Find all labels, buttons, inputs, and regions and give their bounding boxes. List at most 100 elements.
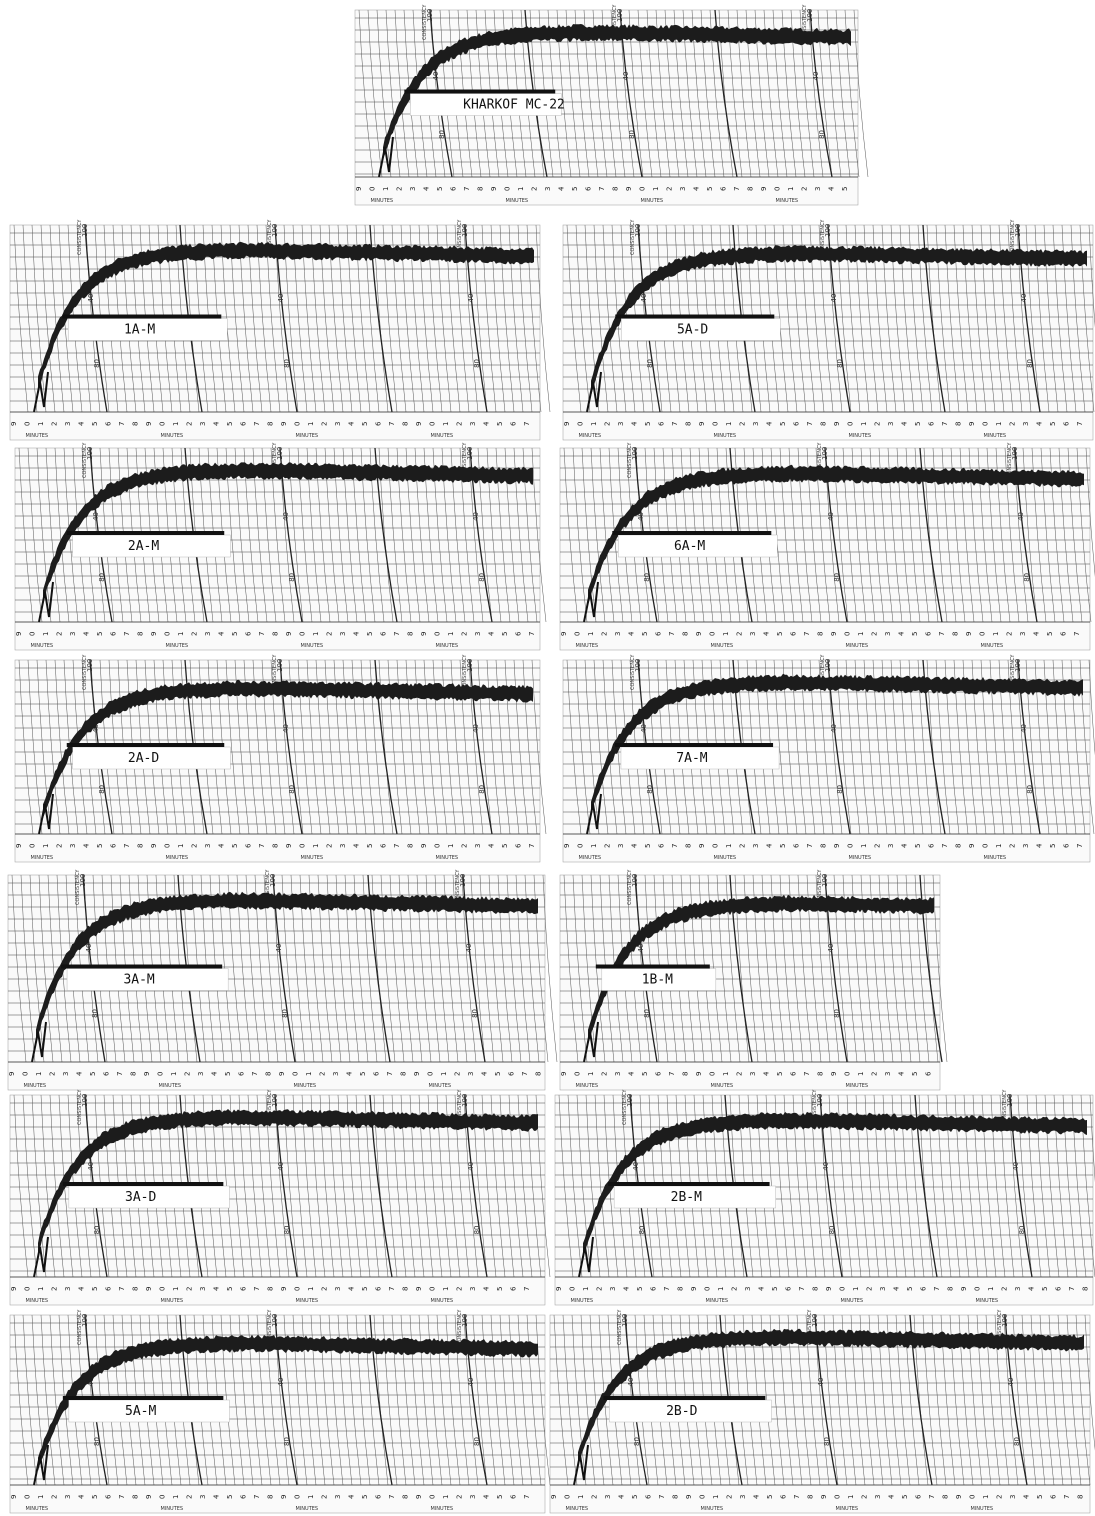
minute-digit: 6 — [1063, 843, 1071, 848]
paper-arc — [575, 224, 591, 413]
minute-digit: 7 — [386, 1072, 394, 1076]
scale-mark: 100 — [81, 224, 89, 237]
minute-digit: 2 — [51, 422, 59, 426]
minute-digit: 9 — [150, 844, 158, 848]
sample-label: 3A-D — [125, 1190, 156, 1205]
paper-arc — [567, 1094, 583, 1278]
minute-digit: 0 — [159, 422, 167, 426]
minute-digit: 5 — [231, 632, 239, 636]
paper-arc — [531, 447, 547, 623]
curve-start — [586, 371, 602, 413]
minute-digit: 1 — [307, 1287, 315, 1291]
minute-digit: 6 — [510, 421, 518, 426]
scale-mark: 100 — [1014, 659, 1022, 672]
consistency-label: CONSISTENCY — [807, 1309, 813, 1345]
paper-arc — [31, 224, 47, 413]
scale-mark: 80 — [646, 359, 654, 368]
scale-mark: 40 — [830, 724, 838, 733]
minute-digit: 4 — [1036, 843, 1044, 848]
paper-arc — [923, 874, 939, 1063]
consistency-label: CONSISTENCY — [267, 1309, 273, 1345]
minute-digit: 7 — [258, 844, 266, 848]
minute-digit: 1 — [582, 1287, 590, 1291]
scale-mark: 80 — [93, 1225, 101, 1234]
paper-arc — [38, 874, 54, 1063]
minute-digit: 8 — [130, 1072, 138, 1076]
minute-digit: 7 — [388, 1495, 396, 1499]
paper-arc — [54, 659, 70, 835]
consistency-label: CONSISTENCY — [267, 219, 273, 255]
paper-arc — [526, 1314, 542, 1486]
minute-digit: 0 — [834, 1495, 842, 1499]
minute-digit: 8 — [612, 187, 620, 191]
minute-digit: 0 — [699, 1495, 707, 1499]
consistency-label: CONSISTENCY — [812, 1089, 818, 1125]
scale-mark: 80 — [633, 1437, 641, 1446]
minute-digit: 1 — [987, 1287, 995, 1291]
minute-digit: 1 — [172, 1495, 180, 1499]
minute-digit: 1 — [307, 422, 315, 426]
minute-digit: 4 — [763, 631, 771, 636]
paper-arc — [927, 1094, 943, 1278]
scale-mark: 100 — [824, 659, 832, 672]
minute-digit: 0 — [982, 422, 990, 426]
paper-arc — [959, 447, 975, 623]
consistency-label: CONSISTENCY — [462, 654, 468, 690]
minute-digit: 9 — [10, 1287, 18, 1291]
minute-digit: 4 — [78, 1286, 86, 1291]
minute-digit: 5 — [496, 1287, 504, 1291]
paper-arc — [878, 874, 894, 1063]
scale-mark: 80 — [638, 1225, 646, 1234]
minute-digit: 0 — [22, 1072, 30, 1076]
paper-arc — [452, 874, 468, 1063]
minute-arc — [809, 9, 833, 178]
minute-digit: 7 — [938, 632, 946, 636]
consistency-label: CONSISTENCY — [802, 4, 808, 40]
paper-arc — [558, 1094, 574, 1278]
minute-digit: 1 — [172, 422, 180, 426]
consistency-label: CONSISTENCY — [820, 219, 826, 255]
paper-arc — [481, 1314, 497, 1486]
minute-digit: 1 — [722, 632, 730, 636]
paper-arc — [863, 224, 879, 413]
paper-arc — [945, 1094, 961, 1278]
paper-arc — [995, 447, 1011, 623]
minute-digit: 3 — [469, 1287, 477, 1291]
paper-arc — [40, 1094, 56, 1278]
paper-arc — [562, 1314, 578, 1486]
minute-digit: 9 — [625, 187, 633, 191]
minutes-label: MINUTES — [26, 1298, 49, 1304]
minute-digit: 5 — [224, 1072, 232, 1076]
paper-arc — [602, 659, 618, 835]
minute-digit: 5 — [631, 1495, 639, 1499]
paper-arc — [770, 874, 786, 1063]
mixogram-panel: CONSISTENCY1004080CONSISTENCY10040801B-M… — [559, 869, 948, 1091]
minute-digit: 6 — [508, 1071, 516, 1076]
minute-digit: 5 — [644, 422, 652, 426]
minutes-label: MINUTES — [161, 433, 184, 439]
minute-digit: 9 — [285, 632, 293, 636]
consistency-label: CONSISTENCY — [612, 4, 618, 40]
minute-arc — [1014, 447, 1038, 623]
paper-arc — [499, 1314, 515, 1486]
paper-arc — [1044, 1094, 1060, 1278]
paper-arc — [337, 1314, 353, 1486]
sample-label: 3A-M — [123, 973, 154, 988]
minute-digit: 6 — [515, 631, 523, 636]
minute-digit: 8 — [535, 1072, 543, 1076]
scale-mark: 40 — [467, 1162, 475, 1171]
paper-arc — [990, 1094, 1006, 1278]
minute-digit: 6 — [375, 421, 383, 426]
minute-digit: 4 — [211, 1071, 219, 1076]
minute-digit: 3 — [614, 632, 622, 636]
minute-arc — [914, 1094, 938, 1278]
minute-digit: 2 — [604, 422, 612, 426]
minute-digit: 3 — [609, 1287, 617, 1291]
paper-arc — [869, 447, 885, 623]
paper-arc — [382, 1314, 398, 1486]
minute-digit: 3 — [739, 1495, 747, 1499]
minute-digit: 8 — [1077, 1495, 1085, 1499]
minute-digit: 6 — [655, 1071, 663, 1076]
minute-digit: 8 — [952, 632, 960, 636]
minute-digit: 4 — [893, 1286, 901, 1291]
